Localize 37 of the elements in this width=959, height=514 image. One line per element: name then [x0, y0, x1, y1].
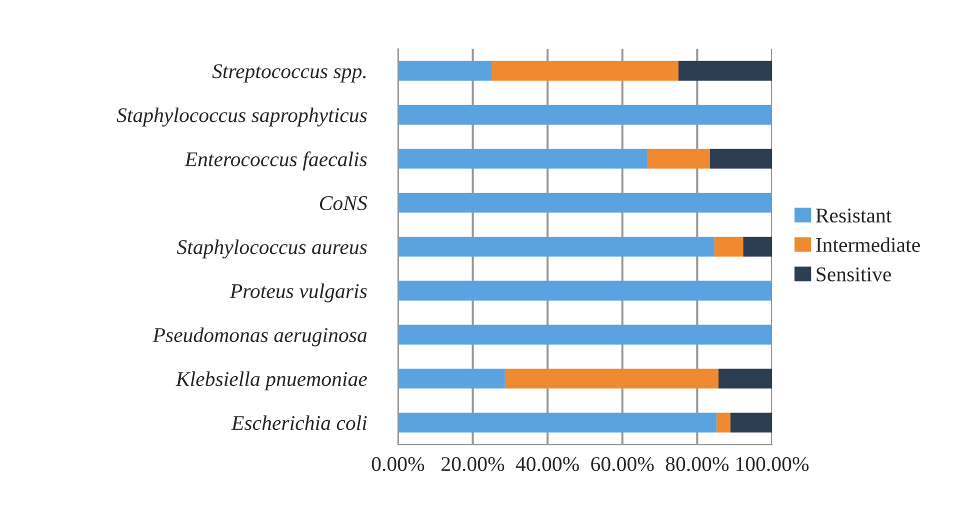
y-tick-label: Streptococcus spp.: [212, 64, 366, 82]
y-tick-label: CoNS: [320, 196, 368, 210]
bar: [504, 368, 719, 389]
y-tick-label: Proteus vulgaris: [230, 283, 367, 302]
legend-label: Intermediate: [816, 237, 920, 252]
x-tick-label: 60.00%: [591, 457, 654, 472]
bar: [398, 280, 772, 301]
bar: [714, 236, 744, 257]
y-tick-label: Pseudomonas aeruginosa: [152, 327, 367, 346]
bar: [716, 412, 730, 433]
y-tick-label: Staphylococcus saprophyticus: [116, 108, 367, 127]
bar: [398, 236, 714, 257]
bar: [398, 104, 772, 125]
bar: [398, 192, 772, 213]
legend-label: Sensitive: [816, 267, 891, 282]
bar: [710, 148, 772, 169]
bar: [398, 412, 717, 433]
y-tick-label: Staphylococcus aureus: [176, 239, 367, 258]
bar: [718, 368, 772, 389]
bar: [743, 236, 772, 257]
bar: [398, 324, 772, 345]
y-tick-label: Escherichia coli: [231, 415, 367, 430]
x-tick-label: 40.00%: [516, 457, 579, 472]
x-tick-label: 100.00%: [736, 457, 809, 472]
bar: [491, 60, 678, 81]
bar: [730, 412, 772, 433]
x-tick-label: 80.00%: [666, 457, 729, 472]
y-tick-label: Klebsiella pnuemoniae: [176, 371, 367, 390]
x-tick-label: 0.00%: [372, 457, 424, 472]
bar: [398, 60, 492, 81]
bar: [647, 148, 710, 169]
bar: [398, 148, 648, 169]
y-tick-label: Enterococcus faecalis: [184, 151, 367, 171]
bar: [398, 368, 505, 389]
legend-label: Resistant: [816, 208, 892, 223]
x-tick-label: 20.00%: [442, 457, 504, 472]
bar: [678, 60, 772, 81]
